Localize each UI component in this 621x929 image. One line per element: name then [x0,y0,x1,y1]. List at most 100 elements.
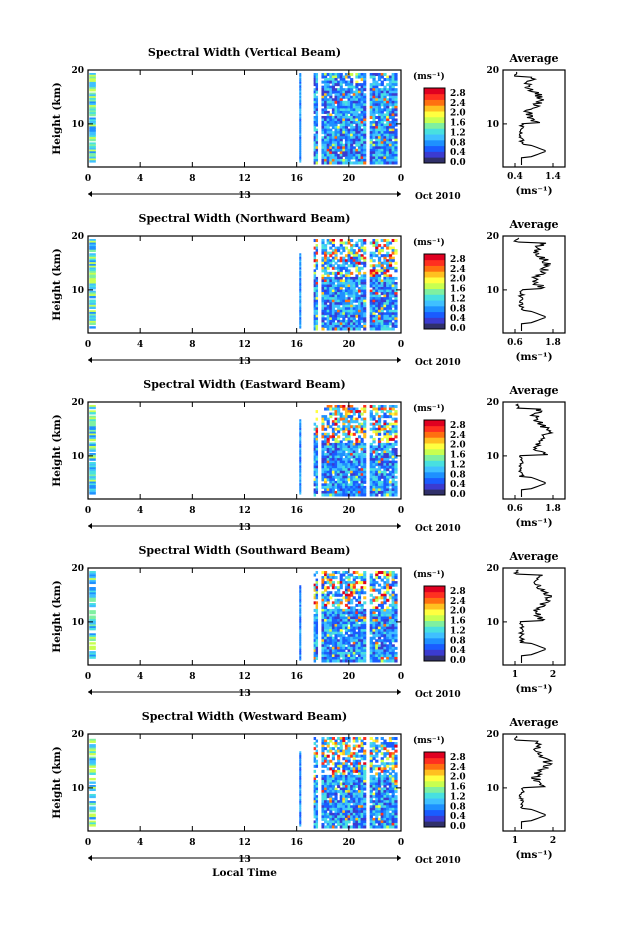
data-cell [369,649,373,653]
data-cell [369,613,373,617]
data-cell [299,83,302,87]
data-cell [388,319,393,323]
data-cell [315,432,319,436]
data-cell [315,304,319,308]
data-cell [89,626,96,629]
data-cell [380,475,384,479]
data-cell [394,598,398,602]
data-cell [386,266,390,270]
data-cell [363,88,367,92]
data-cell [383,435,387,439]
data-cell [326,634,330,638]
data-cell [350,302,354,306]
data-cell [355,73,359,77]
data-cell [337,105,341,109]
data-cell [324,631,328,635]
data-cell [394,593,398,597]
data-cell [391,281,395,285]
data-cell [321,636,325,640]
data-cell [355,261,359,265]
data-cell [334,641,338,645]
data-cell [89,144,96,147]
data-cell [352,256,356,260]
data-cell [355,639,359,643]
data-cell [334,299,338,303]
data-cell [326,432,330,436]
data-cell [355,825,359,829]
data-cell [313,307,317,311]
data-cell [339,442,343,446]
data-cell [352,455,356,459]
colorbar-swatch [424,282,445,290]
data-cell [350,151,354,155]
data-cell [360,407,364,411]
data-cell [375,432,379,436]
data-cell [334,309,338,313]
data-cell [350,656,354,660]
data-cell [372,659,376,663]
data-cell [326,435,330,439]
data-cell [355,822,359,826]
data-cell [369,787,373,791]
data-cell [326,790,330,794]
data-cell [386,276,390,280]
data-cell [391,593,395,597]
data-cell [324,281,328,285]
data-cell [321,822,325,826]
data-cell [347,435,351,439]
data-cell [334,639,338,643]
data-cell [377,455,382,459]
data-cell [357,156,362,160]
data-cell [350,621,354,625]
data-cell [380,815,384,819]
data-cell [342,307,346,311]
colorbar-swatch [424,311,445,318]
data-cell [383,488,387,492]
data-cell [391,644,395,648]
data-cell [299,643,302,647]
data-cell [315,475,319,479]
data-cell [352,787,356,791]
data-cell [321,608,325,612]
data-cell [344,284,349,288]
data-cell [347,241,351,245]
data-cell [369,764,373,768]
data-cell [372,631,376,635]
data-cell [352,264,356,268]
data-cell [339,802,343,806]
data-cell [372,825,376,829]
data-cell [352,636,356,640]
data-cell [360,757,364,761]
data-cell [355,646,359,650]
data-cell [331,626,335,630]
data-cell [331,453,335,457]
data-cell [331,83,335,87]
x-tick-label: 12 [238,340,251,350]
data-cell [324,488,328,492]
data-cell [377,812,382,816]
data-cell [363,98,367,102]
data-cell [299,626,302,629]
data-cell [375,767,379,771]
data-cell [315,613,319,617]
data-cell [89,652,96,656]
data-cell [326,266,330,270]
data-cell [357,588,362,592]
data-cell [331,613,335,617]
data-cell [321,143,325,147]
data-cell [324,128,328,132]
data-cell [315,485,319,489]
data-cell [299,813,302,816]
data-cell [352,586,356,590]
data-cell [326,586,330,590]
x-tick-label: 16 [290,340,303,350]
data-cell [326,251,330,255]
data-cell [334,126,338,130]
data-cell [337,103,341,107]
data-cell [337,611,341,615]
data-cell [339,244,343,248]
data-cell [331,807,335,811]
data-cell [339,581,343,585]
data-cell [315,644,319,648]
data-cell [350,113,354,117]
